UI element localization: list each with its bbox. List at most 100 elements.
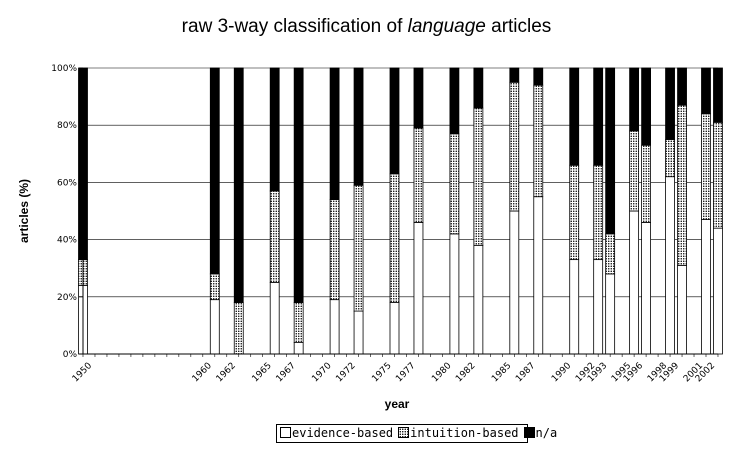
bar-segment-intuition [641, 144, 651, 223]
bar-segment-na [329, 67, 340, 200]
bar-segment-evidence [293, 342, 304, 355]
bar-segment-na [569, 67, 580, 166]
bar-segment-na [293, 67, 304, 303]
bar-1986 [509, 67, 520, 355]
y-tick-label: 40% [57, 236, 77, 246]
bar-segment-na [269, 67, 280, 192]
bar-1976 [389, 67, 400, 355]
bar-1978 [413, 67, 424, 355]
bar-segment-evidence [449, 233, 460, 355]
bar-segment-na [473, 67, 484, 109]
bar-segment-na [533, 67, 544, 86]
gridlines [83, 67, 718, 298]
legend-swatch-intuition [398, 427, 410, 438]
y-tick-labels: 0% 20% 40% 60% 80% 100% [51, 64, 83, 360]
bar-segment-evidence [677, 264, 687, 355]
bar-1988 [533, 67, 544, 355]
legend-label-evidence: evidence-based [292, 426, 394, 440]
bar-segment-intuition [473, 107, 484, 246]
bar-2002 [701, 67, 711, 355]
bar-segment-na [701, 67, 711, 115]
bar-segment-evidence [269, 282, 280, 355]
bar-segment-evidence [533, 196, 544, 355]
bar-1971 [329, 67, 340, 355]
bar-1963 [233, 67, 244, 355]
x-tick-label: 1985 [490, 361, 513, 384]
legend-item-na: n/a [521, 425, 558, 442]
bar-segment-intuition [677, 104, 687, 266]
bar-segment-intuition [329, 199, 340, 301]
bar-1968 [293, 67, 304, 355]
bar-segment-na [641, 67, 651, 146]
bar-segment-na [593, 67, 604, 166]
y-tick-label: 100% [51, 64, 77, 74]
bar-group [78, 67, 723, 355]
x-tick-label: 1970 [310, 361, 333, 384]
bar-1994 [605, 67, 616, 355]
x-tick-label: 1960 [191, 361, 214, 384]
bar-1997 [641, 67, 651, 355]
bar-2003 [713, 67, 723, 355]
x-tick-label: 1982 [454, 361, 477, 384]
bar-segment-evidence [329, 299, 340, 355]
legend-label-na: n/a [535, 426, 558, 440]
bar-1973 [353, 67, 364, 355]
bar-1961 [209, 67, 220, 355]
x-tick-label: 1950 [71, 361, 94, 384]
bar-segment-intuition [533, 84, 544, 198]
bar-1999 [665, 67, 675, 355]
bar-segment-na [509, 67, 520, 83]
bar-segment-intuition [629, 130, 640, 212]
bar-segment-na [629, 67, 640, 132]
x-tick-label: 1977 [394, 361, 417, 384]
bar-1981 [449, 67, 460, 355]
x-tick-label: 1990 [550, 361, 573, 384]
bar-segment-intuition [389, 173, 400, 303]
bar-segment-intuition [509, 81, 520, 212]
y-tick-label: 0% [63, 350, 78, 360]
bar-segment-na [713, 67, 723, 123]
bar-segment-na [605, 67, 616, 235]
bar-segment-evidence [713, 227, 723, 355]
bar-segment-evidence [701, 219, 711, 355]
bar-segment-na [209, 67, 220, 275]
bar-segment-evidence [413, 222, 424, 355]
bar-segment-intuition [449, 133, 460, 235]
y-tick-label: 80% [57, 121, 77, 131]
bar-segment-intuition [353, 184, 364, 312]
bar-segment-intuition [593, 164, 604, 261]
x-tick-label: 1980 [430, 361, 453, 384]
y-axis-label: articles (%) [17, 179, 31, 243]
bar-1993 [593, 67, 604, 355]
legend-label-intuition: intuition-based [410, 426, 519, 440]
bar-segment-intuition [665, 139, 675, 178]
bar-segment-evidence [593, 259, 604, 355]
bar-segment-evidence [629, 210, 640, 355]
bar-segment-intuition [233, 302, 244, 355]
bar-segment-na [353, 67, 364, 186]
bar-segment-intuition [209, 273, 220, 301]
legend-item-evidence: evidence-based [277, 425, 393, 442]
bar-segment-evidence [473, 244, 484, 355]
chart-title-suffix: articles [485, 16, 552, 37]
chart-title: raw 3-way classification of language art… [0, 16, 733, 38]
bar-segment-na [233, 67, 244, 303]
chart-title-prefix: raw 3-way classification of [181, 16, 408, 37]
bar-segment-evidence [209, 299, 220, 355]
bar-segment-na [665, 67, 675, 140]
bar-segment-intuition [713, 121, 723, 229]
chart-title-emphasis: language [407, 16, 486, 37]
x-tick-label: 1975 [370, 361, 393, 384]
bar-segment-intuition [701, 113, 711, 220]
bar-segment-na [677, 67, 687, 106]
legend-swatch-evidence [280, 427, 291, 438]
bar-segment-evidence [641, 222, 651, 355]
bar-segment-evidence [509, 210, 520, 355]
chart-legend: evidence-based intuition-based n/a [276, 424, 557, 443]
bar-segment-intuition [413, 127, 424, 223]
bar-1996 [629, 67, 640, 355]
x-tick-label: 1967 [275, 361, 298, 384]
bar-1991 [569, 67, 580, 355]
axes [82, 68, 719, 357]
